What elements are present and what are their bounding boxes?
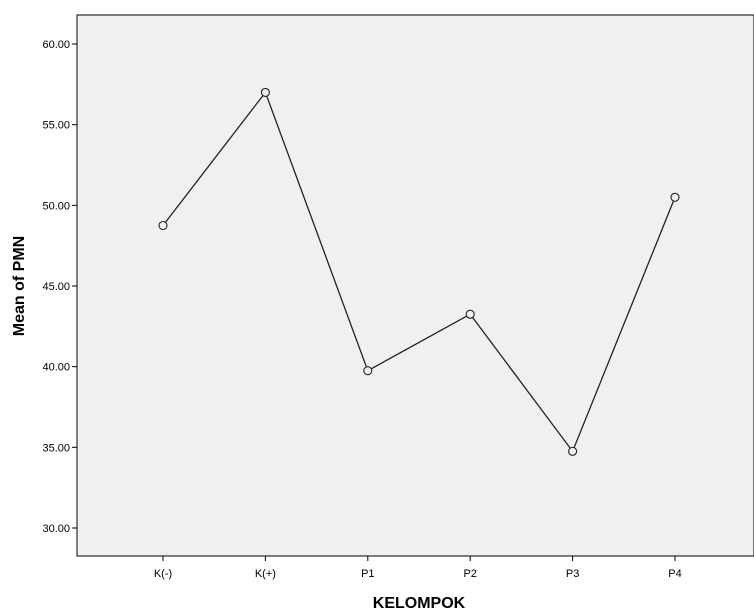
y-tick-label: 40.00: [42, 362, 70, 374]
x-axis-title: KELOMPOK: [373, 595, 466, 612]
data-point-K(+): [260, 87, 270, 97]
series-layer: [158, 87, 680, 456]
x-tick-label: P2: [463, 568, 476, 580]
x-tick-label: K(-): [154, 568, 172, 580]
y-tick-label: 50.00: [42, 200, 70, 212]
x-tick-label: P1: [361, 568, 374, 580]
data-point-P2: [465, 309, 475, 319]
x-tick-label: P4: [668, 568, 681, 580]
data-point-K(-): [158, 220, 168, 231]
x-tick-label: K(+): [255, 568, 276, 580]
x-axis: K(-) K(+) P1 P2 P3 P4: [154, 556, 682, 580]
series-line: [162, 91, 676, 453]
y-tick-label: 45.00: [42, 281, 70, 293]
y-tick-label: 55.00: [42, 120, 70, 132]
y-tick-label: 60.00: [42, 39, 70, 51]
data-point-P4: [670, 192, 680, 202]
plot-area: [76, 14, 754, 557]
y-tick-label: 35.00: [42, 442, 70, 454]
y-axis-title: Mean of PMN: [11, 236, 28, 336]
y-axis: 30.00 35.00 40.00 45.00 50.00 55.00 60.00: [42, 39, 77, 535]
y-tick-label: 30.00: [42, 523, 70, 535]
data-point-P3: [568, 446, 578, 456]
data-point-P1: [363, 366, 373, 376]
x-tick-label: P3: [566, 568, 579, 580]
